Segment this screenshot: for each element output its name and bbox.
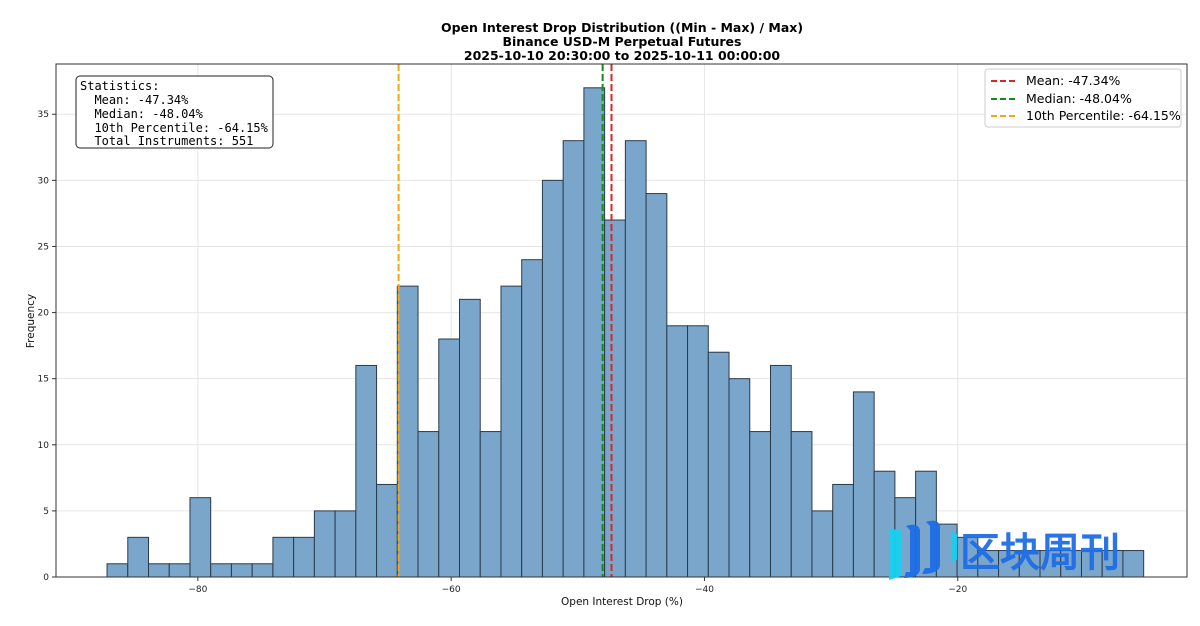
histogram-bar: [583, 87, 606, 578]
histogram-bar: [189, 497, 212, 578]
y-tick-label: 5: [43, 507, 49, 517]
histogram-bar: [790, 431, 813, 578]
y-axis-label: Frequency: [25, 294, 37, 348]
chart-title: Open Interest Drop Distribution ((Min - …: [441, 20, 803, 35]
stats-line: Mean: -47.34%: [80, 93, 189, 107]
x-tick-label: −40: [695, 585, 714, 595]
histogram-bar: [438, 338, 460, 578]
watermark-logo-icon: [952, 532, 957, 561]
legend: Mean: -47.34% Median: -48.04% 10th Perce…: [984, 68, 1182, 128]
histogram-bar: [168, 563, 191, 578]
y-tick-label: 0: [43, 573, 49, 583]
histogram-bar: [148, 563, 170, 578]
histogram-bar: [313, 510, 336, 578]
histogram-bar: [293, 536, 315, 578]
histogram-bar: [811, 510, 834, 578]
y-axis-ticks: 0 5 10 15 20 25 30 35: [38, 110, 56, 583]
histogram-bar: [707, 351, 730, 578]
histogram-bar: [521, 259, 543, 578]
histogram-bar: [562, 140, 585, 578]
histogram-bar: [210, 563, 232, 578]
histogram-bar: [458, 298, 481, 578]
chart-date-range: 2025-10-10 20:30:00 to 2025-10-11 00:00:…: [464, 48, 781, 63]
watermark-logo-icon: [889, 528, 902, 580]
x-axis-label: Open Interest Drop (%): [561, 596, 683, 608]
histogram-bar: [832, 483, 854, 578]
x-tick-label: −60: [442, 585, 461, 595]
y-tick-label: 30: [38, 176, 50, 186]
watermark-logo: 区块周刊: [889, 520, 1120, 580]
legend-median-label: Median: -48.04%: [1026, 91, 1132, 106]
watermark-logo-icon: [922, 520, 940, 574]
reference-lines: [397, 64, 613, 577]
histogram-bar: [666, 325, 689, 578]
legend-p10-label: 10th Percentile: -64.15%: [1026, 108, 1181, 123]
histogram-bar: [106, 563, 129, 578]
x-axis-ticks: −80 −60 −40 −20: [188, 577, 968, 595]
histogram-bar: [1122, 550, 1145, 578]
histogram-bar: [604, 219, 626, 578]
histogram-bar: [376, 483, 398, 578]
plot-frame: [55, 63, 1188, 578]
y-tick-label: 20: [38, 309, 50, 319]
stats-line: Statistics:: [80, 79, 159, 93]
legend-mean-label: Mean: -47.34%: [1026, 73, 1121, 88]
watermark-text: 区块周刊: [960, 530, 1120, 576]
histogram-bar: [852, 391, 875, 578]
bars-group: [106, 87, 1145, 578]
histogram-bar: [728, 378, 751, 578]
histogram-bar: [541, 179, 564, 578]
histogram-bar: [417, 431, 440, 578]
stats-line: Median: -48.04%: [80, 107, 204, 121]
histogram-bar: [396, 285, 419, 578]
histogram-bar: [355, 364, 378, 578]
watermark-logo-icon: [904, 524, 920, 578]
histogram-bar: [251, 563, 274, 578]
histogram-bar: [749, 431, 771, 578]
y-tick-label: 35: [38, 110, 49, 120]
histogram-bar: [230, 563, 253, 578]
histogram-bar: [479, 431, 502, 578]
x-tick-label: −80: [188, 585, 207, 595]
stats-line: Total Instruments: 551: [80, 134, 253, 148]
histogram-bar: [127, 536, 150, 578]
y-tick-label: 15: [38, 375, 49, 385]
histogram-bar: [769, 364, 792, 578]
histogram-bar: [500, 285, 523, 578]
stats-line: 10th Percentile: -64.15%: [80, 121, 269, 135]
x-tick-label: −20: [948, 585, 967, 595]
histogram-bar: [687, 325, 709, 578]
histogram-bar: [645, 193, 668, 578]
histogram-bar: [624, 140, 647, 578]
chart-subtitle: Binance USD-M Perpetual Futures: [503, 34, 742, 49]
y-tick-label: 10: [38, 441, 50, 451]
y-tick-label: 25: [38, 242, 49, 252]
histogram-bar: [272, 536, 295, 578]
statistics-box: Statistics: Mean: -47.34% Median: -48.04…: [75, 75, 274, 149]
histogram-bar: [334, 510, 357, 578]
